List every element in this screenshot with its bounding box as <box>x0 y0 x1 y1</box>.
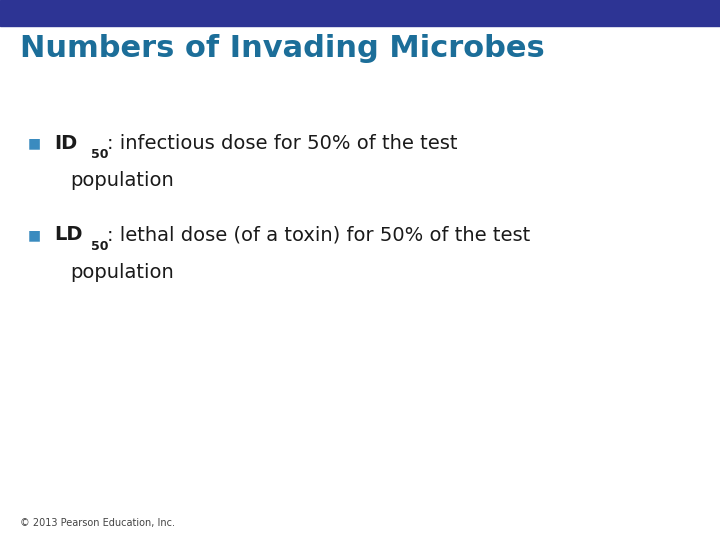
Text: ID: ID <box>54 133 77 153</box>
Text: © 2013 Pearson Education, Inc.: © 2013 Pearson Education, Inc. <box>20 518 175 528</box>
Text: population: population <box>70 171 174 191</box>
Text: 50: 50 <box>91 148 109 161</box>
Bar <box>0 0 720 26</box>
Text: : infectious dose for 50% of the test: : infectious dose for 50% of the test <box>107 133 458 153</box>
Text: ■: ■ <box>27 228 40 242</box>
Text: 50: 50 <box>91 240 109 253</box>
Text: LD: LD <box>54 225 83 245</box>
Text: population: population <box>70 263 174 282</box>
Text: : lethal dose (of a toxin) for 50% of the test: : lethal dose (of a toxin) for 50% of th… <box>107 225 531 245</box>
Text: Numbers of Invading Microbes: Numbers of Invading Microbes <box>20 34 545 63</box>
Text: ■: ■ <box>27 136 40 150</box>
